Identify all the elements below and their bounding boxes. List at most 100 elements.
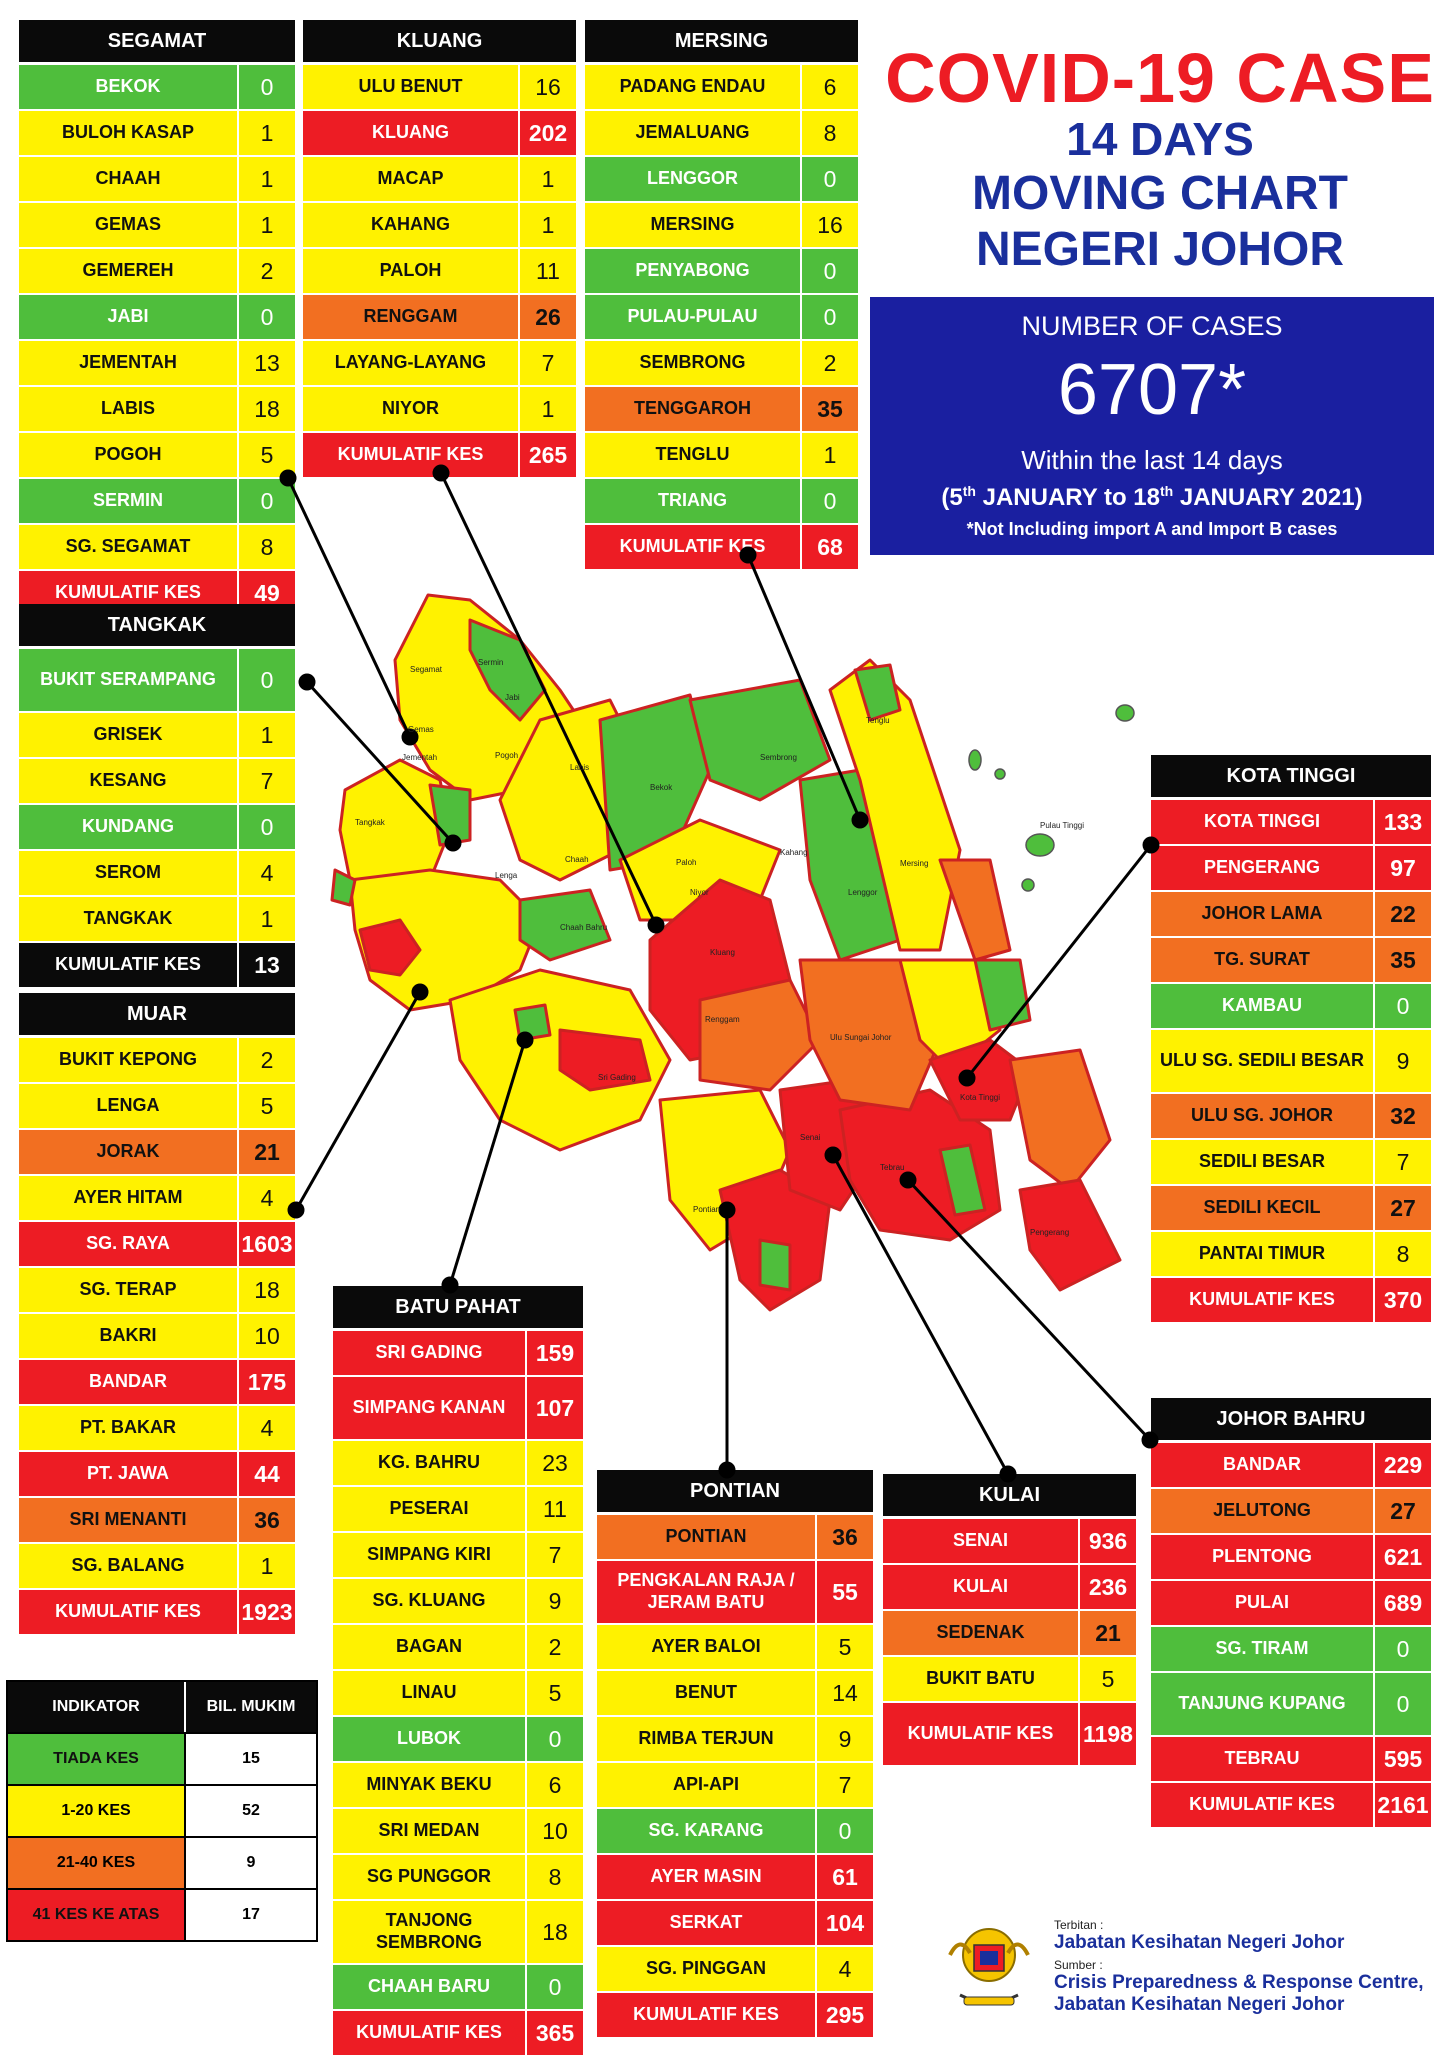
case-count: 2 bbox=[823, 349, 837, 376]
mukim-row: SG. RAYA 1603 bbox=[19, 1222, 295, 1268]
mukim-name: GRISEK bbox=[19, 713, 239, 757]
mukim-name: CHAAH BARU bbox=[333, 1965, 527, 2009]
mukim-row: SIMPANG KIRI 7 bbox=[333, 1533, 583, 1579]
mukim-name: KUMULATIF KES bbox=[19, 943, 239, 987]
mukim-row: SIMPANG KANAN 107 bbox=[333, 1377, 583, 1441]
mukim-row: SG. SEGAMAT 8 bbox=[19, 525, 295, 571]
case-count: 13 bbox=[254, 349, 280, 376]
case-count: 97 bbox=[1390, 854, 1416, 881]
footer-label-terbitan: Terbitan : bbox=[1054, 1918, 1104, 1932]
case-count: 1 bbox=[823, 441, 837, 468]
cumulative-row: KUMULATIF KES 265 bbox=[303, 433, 576, 479]
legend-row: 21-40 KES 9 bbox=[8, 1836, 316, 1888]
case-count: 370 bbox=[1383, 1286, 1423, 1313]
case-count: 8 bbox=[1396, 1240, 1410, 1267]
mukim-name: ULU SG. SEDILI BESAR bbox=[1151, 1030, 1375, 1092]
mukim-row: JORAK 21 bbox=[19, 1130, 295, 1176]
map-region-serkat bbox=[718, 1168, 832, 1312]
mukim-row: JEMENTAH 13 bbox=[19, 341, 295, 387]
mukim-row: SEDILI KECIL 27 bbox=[1151, 1186, 1431, 1232]
mukim-name: KLUANG bbox=[303, 111, 520, 155]
district-header: SEGAMAT bbox=[19, 20, 295, 65]
mukim-name: SG. TIRAM bbox=[1151, 1627, 1375, 1671]
map-region-batu-pahat bbox=[448, 968, 672, 1152]
mukim-name: PADANG ENDAU bbox=[585, 65, 802, 109]
mukim-name: PT. JAWA bbox=[19, 1452, 239, 1496]
island-pemanggil bbox=[994, 768, 1006, 780]
case-count: 22 bbox=[1390, 900, 1416, 927]
mukim-name: SEDILI BESAR bbox=[1151, 1140, 1375, 1184]
leader-muar bbox=[294, 991, 422, 1211]
total-cases: 6707* bbox=[1057, 350, 1247, 430]
map-region-lenggor bbox=[798, 768, 902, 962]
mukim-name: PULAU-PULAU bbox=[585, 295, 802, 339]
district-table-johor-bahru: JOHOR BAHRU BANDAR 229 JELUTONG 27 PLENTONG 62… bbox=[1151, 1398, 1431, 1829]
case-count: 7 bbox=[1396, 1148, 1410, 1175]
mukim-row: BEKOK 0 bbox=[19, 65, 295, 111]
mukim-name: API-API bbox=[597, 1763, 817, 1807]
mukim-row: KG. BAHRU 23 bbox=[333, 1441, 583, 1487]
map-region-sembrong bbox=[688, 678, 832, 802]
mukim-name: CHAAH bbox=[19, 157, 239, 201]
case-count: 32 bbox=[1390, 1102, 1416, 1129]
mukim-name: TANGKAK bbox=[19, 897, 239, 941]
mukim-name: BAGAN bbox=[333, 1625, 527, 1669]
case-count: 16 bbox=[817, 211, 843, 238]
legend-label: TIADA KES bbox=[8, 1734, 186, 1784]
map-region-paloh bbox=[618, 818, 782, 922]
mukim-row: PT. JAWA 44 bbox=[19, 1452, 295, 1498]
mukim-row: GRISEK 1 bbox=[19, 713, 295, 759]
case-count: 5 bbox=[838, 1633, 852, 1660]
legend-header-bil-mukim: BIL. MUKIM bbox=[206, 1698, 296, 1715]
mukim-row: SEDILI BESAR 7 bbox=[1151, 1140, 1431, 1186]
case-count: 8 bbox=[260, 533, 274, 560]
mukim-name: KUMULATIF KES bbox=[883, 1703, 1080, 1765]
district-table-kulai: KULAI SENAI 936 KULAI 236 SEDENAK 21 BUKIT BATU… bbox=[883, 1474, 1136, 1767]
case-count: 44 bbox=[254, 1460, 280, 1487]
map-region-chaah-baru bbox=[518, 888, 612, 962]
map-region-sg-tiram bbox=[938, 1143, 987, 1217]
case-count: 0 bbox=[1396, 1635, 1410, 1662]
mukim-name: SRI MEDAN bbox=[333, 1809, 527, 1853]
case-count: 2161 bbox=[1377, 1791, 1429, 1818]
mukim-row: PANTAI TIMUR 8 bbox=[1151, 1232, 1431, 1278]
mukim-row: LUBOK 0 bbox=[333, 1717, 583, 1763]
mukim-name: PONTIAN bbox=[597, 1515, 817, 1559]
case-count: 11 bbox=[536, 257, 560, 284]
case-count: 1 bbox=[260, 905, 274, 932]
map-label-jabi: Jabi bbox=[505, 693, 520, 702]
legend-header-indikator: INDIKATOR bbox=[8, 1682, 186, 1732]
case-count: 1 bbox=[260, 211, 274, 238]
legend-header: INDIKATOR BIL. MUKIM bbox=[8, 1682, 316, 1732]
map-label-gemas: Gemas bbox=[408, 725, 434, 734]
case-count: 18 bbox=[254, 1276, 280, 1303]
district-table-mersing: MERSING PADANG ENDAU 6 JEMALUANG 8 LENGGOR 0 ME… bbox=[585, 20, 858, 571]
case-count: 107 bbox=[535, 1394, 575, 1421]
case-count: 21 bbox=[1095, 1619, 1121, 1646]
footer-publisher: Jabatan Kesihatan Negeri Johor bbox=[1054, 1932, 1345, 1953]
case-count: 1 bbox=[541, 211, 555, 238]
mukim-name: LENGGOR bbox=[585, 157, 802, 201]
case-count: 0 bbox=[548, 1725, 562, 1752]
mukim-name: SEDILI KECIL bbox=[1151, 1186, 1375, 1230]
mukim-name: JORAK bbox=[19, 1130, 239, 1174]
mukim-row: TANGKAK 1 bbox=[19, 897, 295, 943]
mukim-row: LENGA 5 bbox=[19, 1084, 295, 1130]
case-count: 1 bbox=[541, 165, 555, 192]
mukim-name: SG. SEGAMAT bbox=[19, 525, 239, 569]
mukim-row: TENGGAROH 35 bbox=[585, 387, 858, 433]
legend-count: 52 bbox=[242, 1802, 260, 1819]
mukim-name: TENGLU bbox=[585, 433, 802, 477]
district-header: KOTA TINGGI bbox=[1151, 755, 1431, 800]
mukim-row: TANJONG SEMBRONG 18 bbox=[333, 1901, 583, 1965]
mukim-row: SG. KLUANG 9 bbox=[333, 1579, 583, 1625]
map-region-segamat bbox=[393, 593, 582, 802]
mukim-name: RIMBA TERJUN bbox=[597, 1717, 817, 1761]
case-count: 595 bbox=[1383, 1745, 1423, 1772]
mukim-row: PENGERANG 97 bbox=[1151, 846, 1431, 892]
mukim-row: PALOH 11 bbox=[303, 249, 576, 295]
mukim-name: KOTA TINGGI bbox=[1151, 800, 1375, 844]
case-count: 21 bbox=[254, 1138, 280, 1165]
mukim-row: JOHOR LAMA 22 bbox=[1151, 892, 1431, 938]
mukim-row: RIMBA TERJUN 9 bbox=[597, 1717, 873, 1763]
